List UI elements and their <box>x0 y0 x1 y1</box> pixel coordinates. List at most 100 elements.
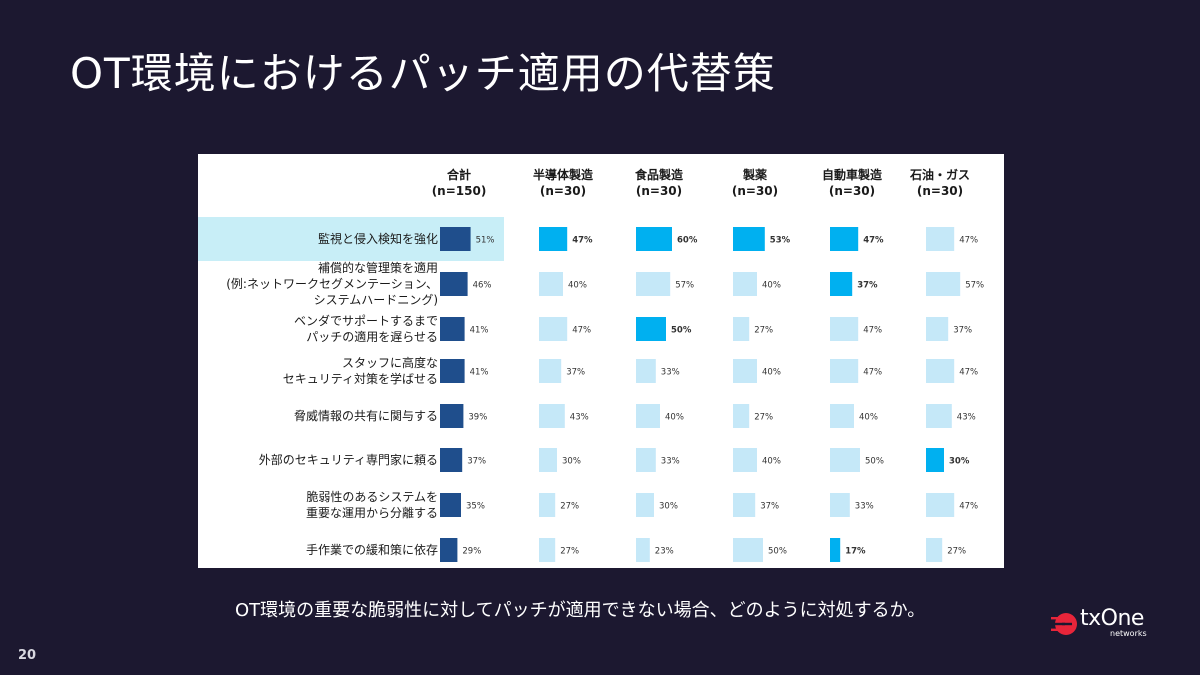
data-label-4-1: 37% <box>857 281 878 291</box>
grouped-bar-chart: 合計 (n=150) 半導体製造 (n=30) 食品製造 (n=30) 製薬 (n=30) 自動… <box>198 167 984 562</box>
bar-4-7 <box>830 538 841 562</box>
bar-0-5 <box>440 448 463 472</box>
bar-5-4 <box>926 404 952 428</box>
logo-mark-icon <box>1051 613 1077 635</box>
bar-2-7 <box>636 538 650 562</box>
bar-3-4 <box>733 404 750 428</box>
series-header-3: (n=30) <box>732 184 778 198</box>
data-label-3-0: 53% <box>770 236 791 246</box>
data-label-2-0: 60% <box>677 236 698 246</box>
data-label-0-7: 29% <box>462 547 481 557</box>
slide-title: OT環境におけるパッチ適用の代替策 <box>70 49 776 98</box>
data-label-3-4: 27% <box>754 413 773 423</box>
data-label-1-1: 40% <box>568 281 587 291</box>
bar-2-2 <box>636 317 666 341</box>
bar-2-4 <box>636 404 660 428</box>
bar-0-3 <box>440 359 465 383</box>
data-label-3-1: 40% <box>762 281 781 291</box>
bar-0-0 <box>440 227 471 251</box>
data-label-1-2: 47% <box>572 326 591 336</box>
bar-4-2 <box>830 317 859 341</box>
data-label-1-3: 37% <box>566 368 585 378</box>
series-header-1: (n=30) <box>540 184 586 198</box>
bar-2-3 <box>636 359 656 383</box>
data-label-4-6: 33% <box>855 502 874 512</box>
bar-1-1 <box>539 272 563 296</box>
bar-0-2 <box>440 317 465 341</box>
data-label-2-3: 33% <box>661 368 680 378</box>
series-header-0: 合計 <box>447 167 471 182</box>
data-label-0-4: 39% <box>468 413 487 423</box>
data-label-1-4: 43% <box>570 413 589 423</box>
series-header-2: (n=30) <box>636 184 682 198</box>
slide-caption: OT環境の重要な脆弱性に対してパッチが適用できない場合、どのように対処するか。 <box>235 600 926 621</box>
bar-3-5 <box>733 448 757 472</box>
data-label-4-0: 47% <box>863 236 884 246</box>
series-header-5: 石油・ガス <box>909 167 970 182</box>
category-label-2: ベンダでサポートするまで <box>294 313 438 328</box>
series-header-5: (n=30) <box>917 184 963 198</box>
bar-0-6 <box>440 493 461 517</box>
category-label-1: システムハードニング) <box>314 293 438 307</box>
data-label-3-6: 37% <box>760 502 779 512</box>
data-label-2-7: 23% <box>655 547 674 557</box>
data-label-5-4: 43% <box>957 413 976 423</box>
bar-2-0 <box>636 227 672 251</box>
bar-0-1 <box>440 272 468 296</box>
series-header-0: (n=150) <box>432 184 487 198</box>
bar-0-4 <box>440 404 464 428</box>
data-label-1-6: 27% <box>560 502 579 512</box>
bar-2-6 <box>636 493 654 517</box>
bar-5-6 <box>926 493 955 517</box>
data-label-2-5: 33% <box>661 457 680 467</box>
logo-text: txOne <box>1080 606 1144 631</box>
bar-1-5 <box>539 448 557 472</box>
data-label-3-7: 50% <box>768 547 787 557</box>
chart-panel: 合計 (n=150) 半導体製造 (n=30) 食品製造 (n=30) 製薬 (n=30) 自動… <box>198 154 1004 568</box>
category-label-1: (例:ネットワークセグメンテーション、 <box>226 277 438 291</box>
category-label-4: 脅威情報の共有に関与する <box>294 408 438 423</box>
bar-1-6 <box>539 493 556 517</box>
logo-subtext: networks <box>1110 629 1147 638</box>
data-label-5-3: 47% <box>959 368 978 378</box>
bar-3-2 <box>733 317 750 341</box>
bar-3-3 <box>733 359 757 383</box>
series-header-1: 半導体製造 <box>533 167 594 182</box>
category-label-3: スタッフに高度な <box>342 355 438 370</box>
bar-5-1 <box>926 272 961 296</box>
data-label-2-6: 30% <box>659 502 678 512</box>
data-label-5-0: 47% <box>959 236 978 246</box>
bar-1-7 <box>539 538 556 562</box>
data-label-1-0: 47% <box>572 236 593 246</box>
data-label-5-6: 47% <box>959 502 978 512</box>
bar-5-0 <box>926 227 955 251</box>
data-label-2-4: 40% <box>665 413 684 423</box>
data-label-3-5: 40% <box>762 457 781 467</box>
bar-4-6 <box>830 493 850 517</box>
data-label-5-5: 30% <box>949 457 970 467</box>
bar-1-0 <box>539 227 568 251</box>
bar-2-1 <box>636 272 671 296</box>
bar-3-0 <box>733 227 765 251</box>
data-label-4-5: 50% <box>865 457 884 467</box>
data-label-0-0: 51% <box>476 236 495 246</box>
bar-3-6 <box>733 493 756 517</box>
data-label-0-1: 46% <box>473 281 492 291</box>
data-label-5-1: 57% <box>965 281 984 291</box>
data-label-4-7: 17% <box>845 547 866 557</box>
bar-5-2 <box>926 317 949 341</box>
category-label-5: 外部のセキュリティ専門家に頼る <box>259 452 438 467</box>
data-label-4-4: 40% <box>859 413 878 423</box>
data-label-5-7: 27% <box>947 547 966 557</box>
data-label-4-2: 47% <box>863 326 882 336</box>
category-label-3: セキュリティ対策を学ばせる <box>283 371 438 386</box>
series-header-3: 製薬 <box>742 167 767 182</box>
data-label-1-5: 30% <box>562 457 581 467</box>
data-label-3-3: 40% <box>762 368 781 378</box>
data-label-0-2: 41% <box>470 326 489 336</box>
bar-4-3 <box>830 359 859 383</box>
bar-2-5 <box>636 448 656 472</box>
bar-5-5 <box>926 448 944 472</box>
data-label-1-7: 27% <box>560 547 579 557</box>
bar-3-1 <box>733 272 757 296</box>
